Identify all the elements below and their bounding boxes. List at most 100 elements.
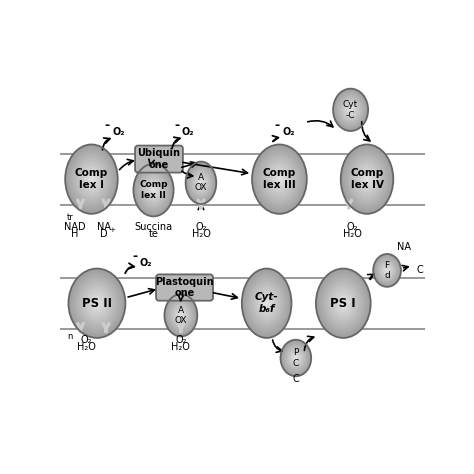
Ellipse shape <box>174 306 188 324</box>
Ellipse shape <box>323 277 364 329</box>
Ellipse shape <box>85 289 109 318</box>
Ellipse shape <box>282 341 310 375</box>
Ellipse shape <box>85 171 97 187</box>
Ellipse shape <box>382 264 392 276</box>
Text: NAD: NAD <box>64 222 86 232</box>
Ellipse shape <box>365 176 370 182</box>
Ellipse shape <box>336 92 365 127</box>
Ellipse shape <box>88 174 95 184</box>
Ellipse shape <box>365 176 369 182</box>
Text: PS I: PS I <box>330 297 356 310</box>
Ellipse shape <box>190 167 212 199</box>
Ellipse shape <box>317 269 370 337</box>
Ellipse shape <box>135 165 173 215</box>
Ellipse shape <box>164 294 197 337</box>
Ellipse shape <box>166 296 196 334</box>
Ellipse shape <box>357 166 377 192</box>
Ellipse shape <box>380 262 394 279</box>
Ellipse shape <box>175 307 187 323</box>
Ellipse shape <box>69 150 114 209</box>
Ellipse shape <box>137 169 170 211</box>
Ellipse shape <box>171 302 191 328</box>
Ellipse shape <box>74 156 109 202</box>
Ellipse shape <box>243 270 290 336</box>
Ellipse shape <box>200 181 202 184</box>
Ellipse shape <box>81 165 102 193</box>
Ellipse shape <box>242 269 291 337</box>
Ellipse shape <box>335 91 366 128</box>
Ellipse shape <box>140 173 167 208</box>
Ellipse shape <box>292 353 300 363</box>
Ellipse shape <box>287 348 304 368</box>
Ellipse shape <box>373 254 401 287</box>
Ellipse shape <box>340 97 362 123</box>
Text: -: - <box>174 119 179 132</box>
Ellipse shape <box>350 109 351 110</box>
Ellipse shape <box>355 164 379 195</box>
Ellipse shape <box>139 172 167 209</box>
Ellipse shape <box>71 152 112 206</box>
Ellipse shape <box>348 155 385 203</box>
Ellipse shape <box>92 298 101 309</box>
Ellipse shape <box>146 180 161 200</box>
Ellipse shape <box>186 163 216 203</box>
Ellipse shape <box>339 298 347 309</box>
Ellipse shape <box>82 286 111 320</box>
Ellipse shape <box>247 276 286 330</box>
Ellipse shape <box>133 164 173 216</box>
Ellipse shape <box>194 173 208 192</box>
Ellipse shape <box>167 297 195 333</box>
Ellipse shape <box>79 282 115 325</box>
Text: D: D <box>100 229 107 239</box>
Ellipse shape <box>328 283 359 323</box>
Ellipse shape <box>186 162 216 204</box>
Ellipse shape <box>170 301 191 329</box>
Ellipse shape <box>192 171 210 194</box>
Ellipse shape <box>72 273 122 334</box>
Ellipse shape <box>178 311 184 319</box>
Ellipse shape <box>287 347 305 368</box>
Ellipse shape <box>377 258 398 283</box>
Ellipse shape <box>153 189 155 191</box>
Ellipse shape <box>83 168 100 191</box>
Ellipse shape <box>281 340 311 376</box>
Ellipse shape <box>143 176 164 205</box>
Ellipse shape <box>346 104 356 116</box>
Ellipse shape <box>172 304 190 327</box>
Text: F
d: F d <box>384 261 390 280</box>
Ellipse shape <box>89 176 94 182</box>
Ellipse shape <box>325 280 362 327</box>
Ellipse shape <box>247 275 286 331</box>
Ellipse shape <box>382 264 392 276</box>
Ellipse shape <box>329 286 357 320</box>
Ellipse shape <box>165 295 197 336</box>
Ellipse shape <box>171 302 191 328</box>
Ellipse shape <box>338 297 348 310</box>
Ellipse shape <box>346 151 389 208</box>
Text: O₂: O₂ <box>113 128 125 137</box>
Ellipse shape <box>259 293 274 314</box>
Ellipse shape <box>377 258 397 283</box>
Ellipse shape <box>68 149 114 210</box>
Ellipse shape <box>290 351 302 365</box>
Ellipse shape <box>293 355 299 362</box>
Text: C: C <box>292 374 299 384</box>
Ellipse shape <box>270 167 289 191</box>
Ellipse shape <box>375 256 399 285</box>
Text: te: te <box>148 229 158 239</box>
Ellipse shape <box>76 278 118 328</box>
Ellipse shape <box>350 109 351 111</box>
Ellipse shape <box>165 295 197 336</box>
Ellipse shape <box>256 150 303 209</box>
Ellipse shape <box>353 161 381 197</box>
Ellipse shape <box>77 279 117 328</box>
Ellipse shape <box>271 169 288 190</box>
Ellipse shape <box>259 153 300 205</box>
Ellipse shape <box>334 90 367 130</box>
Ellipse shape <box>86 172 97 186</box>
Ellipse shape <box>320 274 366 333</box>
Text: H₂O: H₂O <box>172 342 191 352</box>
Ellipse shape <box>90 294 104 312</box>
Ellipse shape <box>189 166 213 200</box>
Ellipse shape <box>288 348 304 367</box>
